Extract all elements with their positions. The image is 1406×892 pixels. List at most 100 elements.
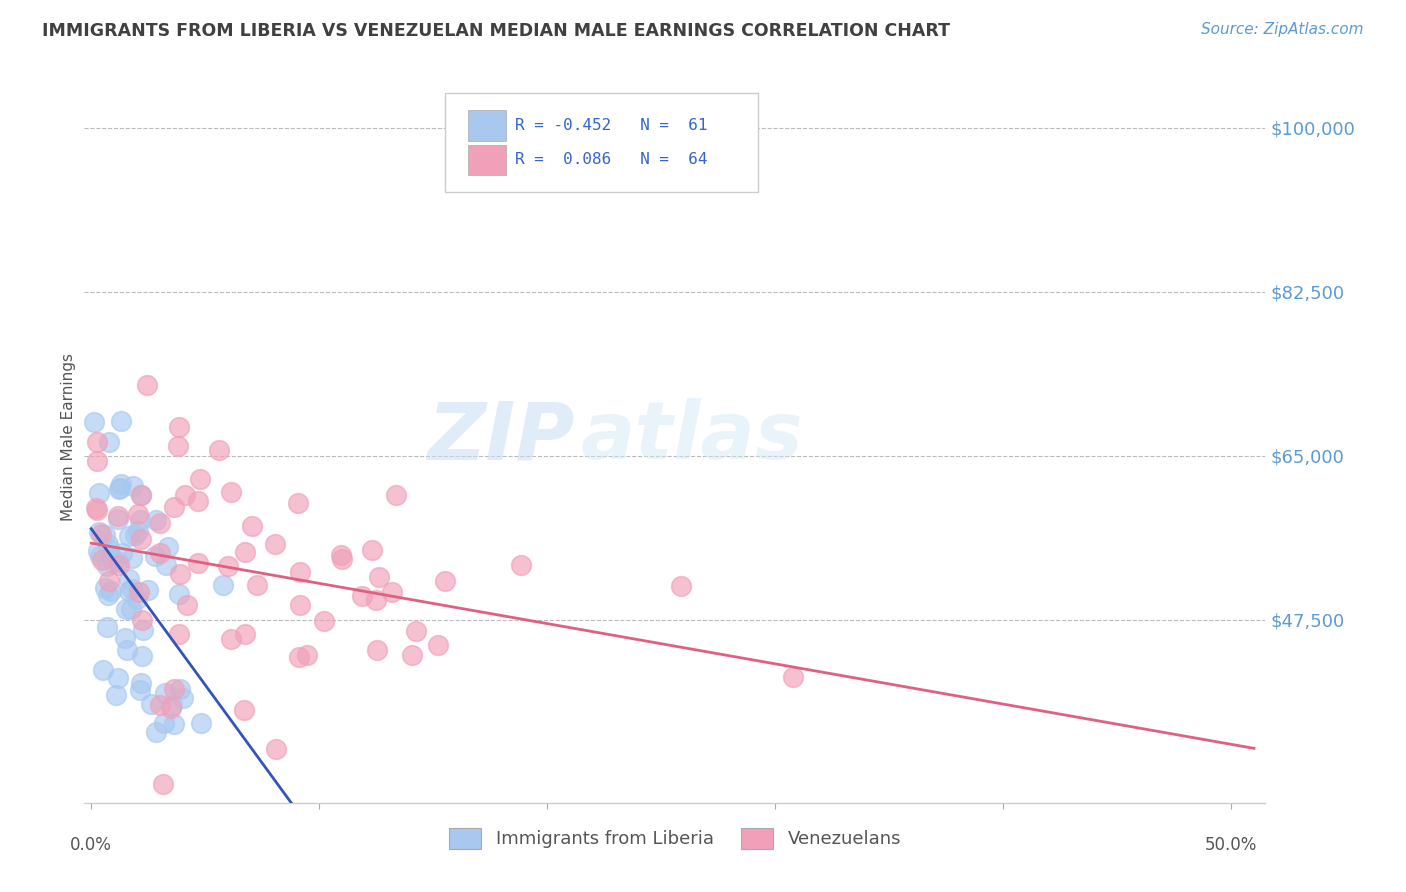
Point — [782, 670, 804, 684]
Point — [120, 602, 142, 616]
Point — [87, 524, 110, 539]
Point — [163, 681, 186, 696]
Point — [110, 477, 132, 491]
Point — [111, 546, 134, 560]
Text: 0.0%: 0.0% — [70, 836, 112, 854]
Point — [145, 513, 167, 527]
Point — [127, 524, 149, 539]
Point — [91, 663, 114, 677]
Point — [352, 589, 374, 603]
Point — [264, 741, 287, 756]
Point — [157, 540, 180, 554]
Point — [136, 377, 159, 392]
Text: 50.0%: 50.0% — [1205, 836, 1257, 854]
Point — [129, 532, 152, 546]
Point — [288, 650, 311, 665]
Point — [107, 512, 129, 526]
Point — [86, 543, 108, 558]
Point — [167, 627, 190, 641]
Point — [93, 581, 115, 595]
Point — [131, 675, 153, 690]
Point — [330, 548, 353, 562]
Point — [427, 638, 450, 652]
Point — [97, 588, 120, 602]
Point — [128, 585, 150, 599]
Point — [129, 488, 152, 502]
Point — [169, 682, 191, 697]
Point — [152, 777, 174, 791]
Point — [510, 558, 533, 572]
FancyBboxPatch shape — [468, 110, 506, 141]
Point — [114, 631, 136, 645]
Point — [107, 555, 129, 569]
Point — [367, 570, 389, 584]
Point — [115, 602, 138, 616]
Point — [86, 503, 108, 517]
Point — [107, 509, 129, 524]
Point — [97, 537, 120, 551]
Point — [84, 501, 107, 516]
Point — [162, 698, 184, 712]
Point — [163, 717, 186, 731]
Point — [288, 565, 311, 579]
Point — [91, 553, 114, 567]
Legend: Immigrants from Liberia, Venezuelans: Immigrants from Liberia, Venezuelans — [441, 821, 908, 856]
Point — [187, 494, 209, 508]
Point — [233, 703, 256, 717]
Point — [128, 682, 150, 697]
Point — [121, 551, 143, 566]
Point — [107, 482, 129, 496]
Point — [136, 582, 159, 597]
Point — [290, 599, 312, 613]
Point — [295, 648, 318, 662]
Point — [149, 546, 172, 560]
Point — [169, 567, 191, 582]
Point — [190, 715, 212, 730]
Point — [110, 414, 132, 428]
Point — [669, 579, 692, 593]
Point — [97, 434, 120, 449]
Point — [208, 442, 231, 457]
Point — [233, 626, 256, 640]
Point — [263, 537, 285, 551]
Point — [127, 507, 149, 521]
Point — [125, 591, 148, 606]
Point — [433, 574, 456, 589]
Point — [149, 516, 172, 530]
Point — [107, 558, 129, 573]
Point — [312, 614, 335, 628]
Point — [86, 434, 108, 449]
Point — [122, 479, 145, 493]
Point — [128, 512, 150, 526]
Point — [90, 527, 112, 541]
Point — [219, 485, 242, 500]
Point — [217, 558, 239, 573]
Text: R = -0.452   N =  61: R = -0.452 N = 61 — [516, 118, 709, 133]
Point — [405, 624, 427, 638]
Point — [94, 528, 117, 542]
Point — [155, 558, 177, 573]
Point — [364, 593, 387, 607]
Point — [287, 496, 309, 510]
Point — [115, 643, 138, 657]
Point — [96, 558, 118, 573]
Text: atlas: atlas — [581, 398, 803, 476]
Point — [143, 549, 166, 564]
Point — [129, 488, 152, 502]
Text: Source: ZipAtlas.com: Source: ZipAtlas.com — [1201, 22, 1364, 37]
Point — [155, 686, 177, 700]
Point — [381, 585, 404, 599]
Point — [160, 701, 183, 715]
Point — [246, 577, 269, 591]
Point — [96, 620, 118, 634]
Point — [233, 545, 256, 559]
Point — [401, 648, 423, 663]
Point — [145, 725, 167, 739]
Point — [89, 549, 111, 563]
Point — [98, 574, 121, 588]
Point — [167, 420, 190, 434]
Text: IMMIGRANTS FROM LIBERIA VS VENEZUELAN MEDIAN MALE EARNINGS CORRELATION CHART: IMMIGRANTS FROM LIBERIA VS VENEZUELAN ME… — [42, 22, 950, 40]
Point — [163, 500, 186, 514]
Point — [131, 623, 153, 637]
Point — [118, 583, 141, 598]
